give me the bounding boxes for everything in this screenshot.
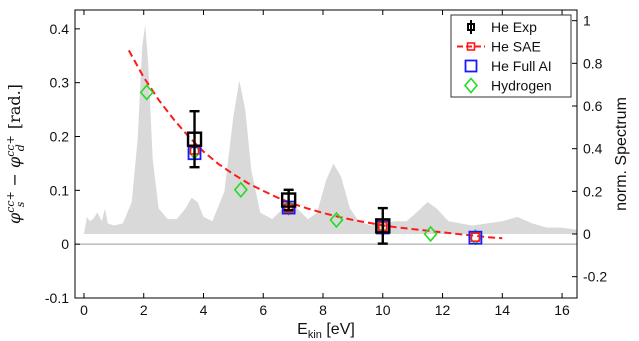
plot-frame (74, 9, 578, 299)
y-left-tick-label-3: 0.2 (50, 129, 70, 145)
y-left-tick-label-1: 0 (61, 236, 69, 252)
hydrogen-point-4 (329, 211, 344, 229)
y-left-tick-label-2: 0.1 (50, 182, 70, 198)
he-full-ai-point-3 (468, 230, 483, 245)
y-right-tick-label-4: 0.6 (583, 98, 603, 114)
legend-label-2: He Full AI (491, 58, 552, 74)
x-axis-label: Ekin [eV] (297, 321, 355, 341)
legend-he-sae-marker (466, 42, 476, 51)
legend-hydrogen-marker (463, 77, 479, 94)
y-right-tick-label-1: 0 (583, 226, 591, 242)
y-left-tick-label-5: 0.4 (50, 21, 70, 37)
x-tick-label-1: 2 (140, 302, 148, 318)
x-tick-label-3: 6 (259, 302, 267, 318)
y-left-axis-label-text: φcc+s − φcc+d [rad.] (4, 84, 27, 224)
x-tick-label-6: 12 (435, 302, 451, 318)
x-tick-label-0: 0 (80, 302, 88, 318)
y-left-tick-label-4: 0.3 (50, 75, 70, 91)
legend-he-full-ai-marker (464, 59, 478, 73)
he-sae-curve (127, 49, 503, 240)
y-left-tick-label-0: -0.1 (45, 290, 69, 306)
he-exp-point-2 (375, 218, 391, 234)
legend-label-3: Hydrogen (491, 78, 552, 94)
x-tick-label-7: 14 (495, 302, 511, 318)
legend-label-1: He SAE (491, 39, 541, 55)
x-tick-label-5: 10 (375, 302, 391, 318)
spectrum-area-layer (83, 24, 578, 235)
x-tick-label-8: 16 (554, 302, 570, 318)
y-right-tick-label-6: 1 (583, 13, 591, 29)
legend-label-0: He Exp (491, 19, 537, 35)
y-left-axis-label: φcc+s − φcc+d [rad.] (4, 84, 27, 224)
y-right-axis-label-text: norm. Spectrum (613, 97, 630, 211)
he-sae-marker-3 (470, 232, 481, 242)
hydrogen-point-6 (423, 225, 438, 243)
he-exp-point-1 (280, 192, 297, 208)
legend-he-exp-marker (467, 23, 475, 31)
y-right-tick-label-2: 0.2 (583, 183, 603, 199)
legend: He Exp He SAE He Full AI Hydrogen (450, 14, 572, 98)
spectrum-area (83, 24, 578, 235)
series-layer (127, 49, 503, 246)
x-tick-label-2: 4 (200, 302, 208, 318)
he-exp-point-0 (186, 131, 203, 147)
y-right-tick-label-0: -0.2 (583, 269, 607, 285)
hydrogen-point-0 (139, 84, 154, 101)
axes-layer: 0 2 4 6 8 10 12 14 16 -0.1 0 0.1 0.2 0.3 0.4 -0.2 0 0.2 0.… (4, 9, 630, 341)
y-right-tick-label-3: 0.4 (583, 141, 603, 157)
y-right-axis-label: norm. Spectrum (613, 97, 630, 211)
x-tick-label-4: 8 (319, 302, 327, 318)
hydrogen-point-2 (233, 181, 248, 199)
y-right-tick-label-5: 0.8 (583, 55, 603, 71)
